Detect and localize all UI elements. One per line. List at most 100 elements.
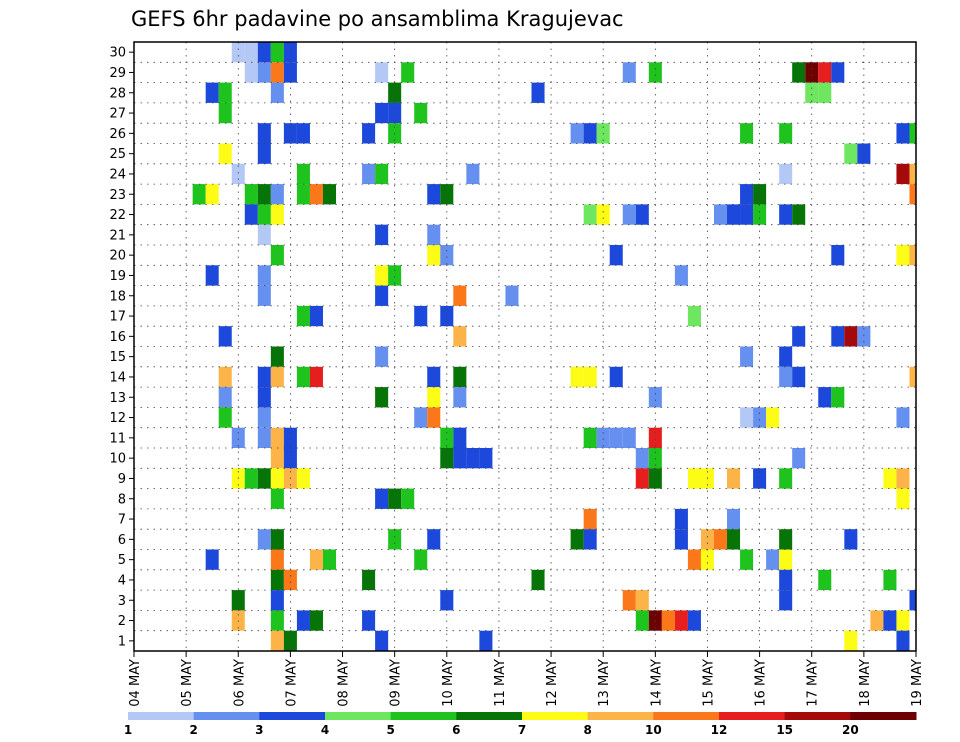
heatmap-cell (362, 610, 376, 631)
heatmap-cell (596, 204, 610, 225)
heatmap-cell (453, 387, 467, 408)
heatmap-cell (505, 285, 519, 306)
heatmap-cell (792, 204, 806, 225)
heatmap-cell (583, 427, 597, 448)
heatmap-cell (453, 448, 467, 469)
y-tick-label: 10 (109, 452, 126, 467)
x-tick-label: 14 MAY (649, 659, 664, 707)
colorbar-label: 10 (645, 723, 662, 737)
heatmap-cell (296, 610, 310, 631)
y-tick-label: 29 (109, 66, 126, 81)
colorbar-label: 12 (711, 723, 728, 737)
heatmap-cell (414, 407, 428, 428)
heatmap-cell (427, 224, 441, 245)
colorbar-swatch (719, 712, 786, 720)
heatmap-cell (375, 163, 389, 185)
y-tick-label: 6 (118, 533, 126, 548)
heatmap-cell (375, 224, 389, 245)
heatmap-cell (375, 285, 389, 306)
heatmap-cell (818, 82, 832, 103)
heatmap-cell (257, 468, 271, 489)
heatmap-cell (244, 204, 258, 225)
y-tick-label: 25 (109, 147, 126, 162)
colorbar: 1 2 3 4 5 6 7 8 10 12 15 20 (124, 712, 917, 737)
x-tick-label: 12 MAY (545, 659, 560, 707)
heatmap-cell (427, 366, 441, 388)
heatmap-cell (309, 610, 323, 631)
heatmap-cell (257, 184, 271, 205)
heatmap-cell (648, 62, 662, 83)
heatmap-cell (479, 448, 493, 469)
heatmap-cell (609, 366, 623, 388)
y-tick-label: 24 (109, 167, 126, 182)
heatmap-cell (909, 163, 916, 185)
heatmap-cell (740, 204, 754, 225)
heatmap-cell (270, 488, 284, 509)
heatmap-cell (414, 102, 428, 124)
colorbar-label: 1 (124, 723, 132, 737)
heatmap-cell (322, 184, 337, 205)
heatmap-cell (427, 529, 441, 550)
colorbar-swatch (325, 712, 392, 720)
heatmap-cell (753, 204, 767, 225)
heatmap-cell (414, 549, 428, 570)
heatmap-cell (270, 590, 284, 611)
heatmap-cell (844, 529, 858, 550)
colorbar-label: 2 (189, 723, 197, 737)
heatmap-cell (270, 184, 284, 205)
heatmap-cell (740, 549, 754, 570)
heatmap-cell (779, 346, 793, 367)
heatmap-cell (309, 305, 323, 327)
heatmap-cell (453, 427, 467, 448)
heatmap-cell (479, 630, 493, 651)
heatmap-cell (727, 508, 741, 530)
colorbar-label: 15 (776, 723, 793, 737)
heatmap-cell (388, 529, 402, 550)
heatmap-cell (570, 123, 584, 144)
heatmap-cell (727, 529, 741, 550)
heatmap-cell (322, 549, 337, 570)
heatmap-cell (596, 427, 610, 448)
chart-title: GEFS 6hr padavine po ansamblima Kragujev… (131, 7, 624, 31)
y-tick-label: 30 (109, 46, 126, 61)
colorbar-swatch (390, 712, 457, 720)
heatmap-cell (779, 163, 793, 185)
heatmap-cell (687, 305, 701, 327)
heatmap-cell (362, 123, 376, 144)
heatmap-cell (270, 427, 284, 448)
heatmap-cell (909, 366, 916, 388)
heatmap-cell (609, 427, 623, 448)
heatmap-cell (257, 62, 271, 83)
y-tick-label: 22 (109, 208, 126, 223)
heatmap-cell (648, 387, 662, 408)
y-tick-label: 28 (109, 86, 126, 101)
x-tick-label: 06 MAY (232, 659, 247, 707)
grid-lines (134, 42, 916, 651)
heatmap-cell (270, 448, 284, 469)
heatmap-cell (766, 549, 780, 570)
y-tick-label: 21 (109, 228, 126, 243)
heatmap-cell (635, 590, 649, 611)
y-tick-label: 3 (118, 594, 126, 609)
heatmap-cell (531, 569, 545, 591)
heatmap-cell (909, 245, 916, 266)
heatmap-cell (779, 549, 793, 570)
heatmap-cell (244, 468, 258, 489)
colorbar-label: 8 (583, 723, 591, 737)
y-tick-label: 19 (109, 269, 126, 284)
colorbar-label: 6 (452, 723, 460, 737)
heatmap-cell (805, 62, 819, 83)
heatmap-cell (257, 224, 271, 245)
heatmap-cell (257, 42, 271, 63)
heatmap-cell (909, 590, 916, 611)
y-tick-label: 18 (109, 289, 126, 304)
heatmap-cell (218, 366, 232, 388)
heatmap-cell (283, 427, 297, 448)
heatmap-cell (779, 366, 793, 388)
heatmap-cell (883, 610, 897, 631)
colorbar-swatch (456, 712, 523, 720)
heatmap-cell (270, 62, 284, 83)
heatmap-cell (192, 184, 206, 205)
heatmap-cell (270, 346, 284, 367)
